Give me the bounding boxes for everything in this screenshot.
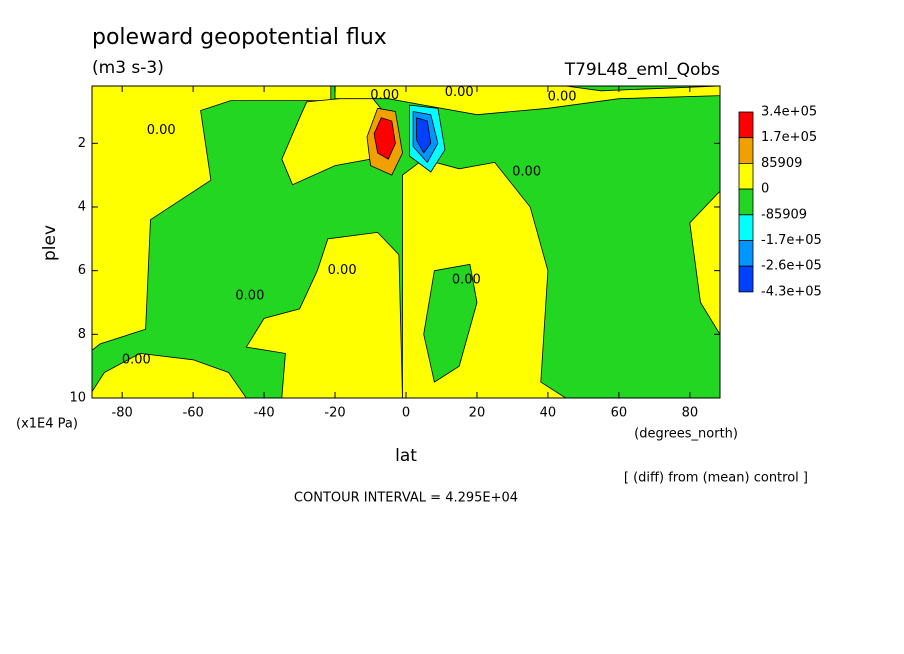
x-tick-label: 60 xyxy=(611,406,628,421)
x-tick-label: -80 xyxy=(112,406,133,421)
x-axis-unit: (degrees_north) xyxy=(634,427,738,442)
contour-region xyxy=(334,85,721,116)
colorbar-label: -85909 xyxy=(761,207,807,222)
x-tick-label: 40 xyxy=(540,406,557,421)
colorbar-box xyxy=(738,137,754,164)
colorbar-box xyxy=(738,265,754,293)
y-axis-unit: (x1E4 Pa) xyxy=(16,417,78,432)
y-tick-label: 4 xyxy=(78,199,86,214)
plot-area: 0.00 0.00 0.00 0.00 0.00 0.00 0.00 0.00 0.00 xyxy=(91,85,721,399)
x-tick-label: -40 xyxy=(253,406,274,421)
contour-region xyxy=(91,85,332,352)
contour-region xyxy=(373,117,396,160)
y-tick-label: 2 xyxy=(78,136,86,151)
contour-label: 0.00 xyxy=(147,123,176,138)
note: [ (diff) from (mean) control ] xyxy=(624,471,808,486)
x-tick-label: -60 xyxy=(183,406,204,421)
chart-title: poleward geopotential flux xyxy=(92,25,387,50)
y-tick-label: 8 xyxy=(78,327,86,342)
contour-label: 0.00 xyxy=(548,90,577,105)
colorbar-box xyxy=(738,162,754,190)
colorbar-box xyxy=(738,111,754,139)
colorbar-label: 85909 xyxy=(761,156,802,171)
contour-label: 0.00 xyxy=(512,164,541,179)
contour-region xyxy=(423,263,478,383)
x-tick-label: 80 xyxy=(682,406,699,421)
y-axis-label: plev xyxy=(40,225,60,261)
run-label: T79L48_eml_Qobs xyxy=(564,60,720,80)
y-tick-label: 10 xyxy=(69,391,86,406)
contour-label: 0.00 xyxy=(235,289,264,304)
contour-label: 0.00 xyxy=(328,263,357,278)
contour-label: 0.00 xyxy=(445,85,474,100)
colorbar-label: -1.7e+05 xyxy=(761,233,822,248)
colorbar-label: -4.3e+05 xyxy=(761,284,822,299)
contour-region xyxy=(245,231,403,399)
y-tick-label: 6 xyxy=(78,263,86,278)
contour-label: 0.00 xyxy=(370,88,399,103)
colorbar-label: 1.7e+05 xyxy=(761,130,817,145)
x-tick-label: 0 xyxy=(402,406,410,421)
x-axis-label: lat xyxy=(395,446,417,466)
colorbar-box xyxy=(738,214,754,241)
x-tick-label: -20 xyxy=(324,406,345,421)
contour-interval: CONTOUR INTERVAL = 4.295E+04 xyxy=(294,491,518,506)
colorbar-label: 3.4e+05 xyxy=(761,105,817,120)
x-tick-label: 20 xyxy=(469,406,486,421)
chart-subtitle: (m3 s-3) xyxy=(92,58,164,78)
contour-region xyxy=(281,95,389,186)
colorbar-box xyxy=(738,240,754,267)
colorbar-box xyxy=(738,188,754,216)
contour-label: 0.00 xyxy=(452,273,481,288)
contour-label: 0.00 xyxy=(122,352,151,367)
colorbar-label: 0 xyxy=(761,182,769,197)
contour-region xyxy=(416,117,432,154)
colorbar-label: -2.6e+05 xyxy=(761,259,822,274)
